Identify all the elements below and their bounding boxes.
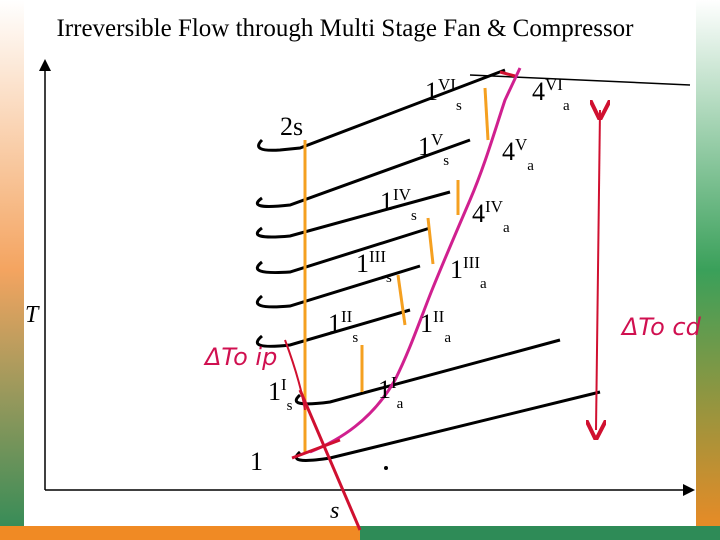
isobar — [257, 68, 506, 152]
label-sup: VI — [545, 75, 563, 94]
isobar — [294, 338, 561, 406]
label-base: 1 — [378, 375, 391, 404]
state-label: 1IIIs — [356, 247, 392, 286]
isentropic — [396, 274, 407, 326]
state-label: 1II a — [420, 307, 451, 346]
state-label: 4Va — [502, 135, 534, 174]
state-label: 1IIIa — [450, 253, 487, 292]
label-sup: V — [515, 135, 528, 154]
label-sub: a — [397, 396, 404, 412]
state-label: 1Is — [268, 375, 293, 414]
label-base: 4 — [532, 77, 545, 106]
label-sub: a — [527, 158, 534, 174]
label-base: 4 — [502, 137, 515, 166]
state-label: 1IV s — [380, 185, 417, 224]
label-sub: a — [563, 98, 570, 114]
stroke — [284, 339, 306, 411]
label-sup: V — [431, 130, 444, 149]
dot — [384, 466, 388, 470]
label-sup: IV — [485, 197, 504, 216]
label-sup: IV — [393, 185, 412, 204]
label-base: 4 — [472, 199, 485, 228]
state-label: 1VIs — [425, 75, 462, 114]
stroke — [499, 70, 516, 78]
bottom-stripe — [360, 526, 720, 540]
label-sup: I — [391, 373, 397, 392]
label-sub: a — [444, 330, 451, 346]
label-sub: a — [503, 220, 510, 236]
label-sup: III — [463, 253, 480, 272]
label-base: 2s — [280, 112, 303, 141]
state-label: 1Ia — [378, 373, 404, 412]
state-label: 1Vs — [418, 130, 449, 169]
annotation: ΔTo cd — [620, 313, 702, 341]
isentropic — [483, 87, 490, 141]
label-sup: I — [281, 375, 287, 394]
stroke — [291, 438, 341, 460]
title: Irreversible Flow through Multi Stage Fa… — [56, 15, 634, 42]
label-base: 1 — [450, 255, 463, 284]
isobar — [255, 138, 471, 208]
state-label: 2s — [280, 112, 303, 141]
left-stripe — [0, 0, 24, 540]
label-base: 1 — [356, 249, 369, 278]
state-label: 4VIa — [532, 75, 570, 114]
label-sub: s — [352, 330, 358, 346]
state-label: 1 — [250, 447, 263, 476]
label-base: 1 — [425, 77, 438, 106]
label-base: 1 — [328, 309, 341, 338]
label-base: 1 — [380, 187, 393, 216]
isobar — [255, 308, 411, 348]
isobar — [255, 226, 431, 274]
handwriting — [284, 70, 600, 531]
label-sup: VI — [438, 75, 456, 94]
label-sub: s — [386, 270, 392, 286]
label-base: 1 — [268, 377, 281, 406]
label-sup: II — [433, 307, 445, 326]
y-axis-label: T — [25, 302, 40, 328]
stroke — [298, 389, 362, 531]
state-label: 4IV a — [472, 197, 510, 236]
isentropic — [426, 217, 435, 265]
bottom-stripe — [0, 526, 360, 540]
label-sub: s — [443, 153, 449, 169]
state-label: 1II s — [328, 307, 358, 346]
label-sub: a — [480, 276, 487, 292]
label-sup: III — [369, 247, 386, 266]
label-base: 1 — [420, 309, 433, 338]
isobar — [255, 264, 421, 309]
label-sub: s — [411, 208, 417, 224]
label-sub: s — [287, 398, 293, 414]
label-sub: s — [456, 98, 462, 114]
label-base: 1 — [250, 447, 263, 476]
x-axis-label: s — [330, 498, 339, 524]
right-stripe — [696, 0, 720, 540]
isobar — [469, 74, 691, 86]
delta-arrow — [596, 110, 600, 430]
annotation: ΔTo ip — [203, 343, 277, 371]
label-sup: II — [341, 307, 353, 326]
isobar — [255, 190, 451, 239]
label-base: 1 — [418, 132, 431, 161]
actual-process — [309, 67, 522, 454]
